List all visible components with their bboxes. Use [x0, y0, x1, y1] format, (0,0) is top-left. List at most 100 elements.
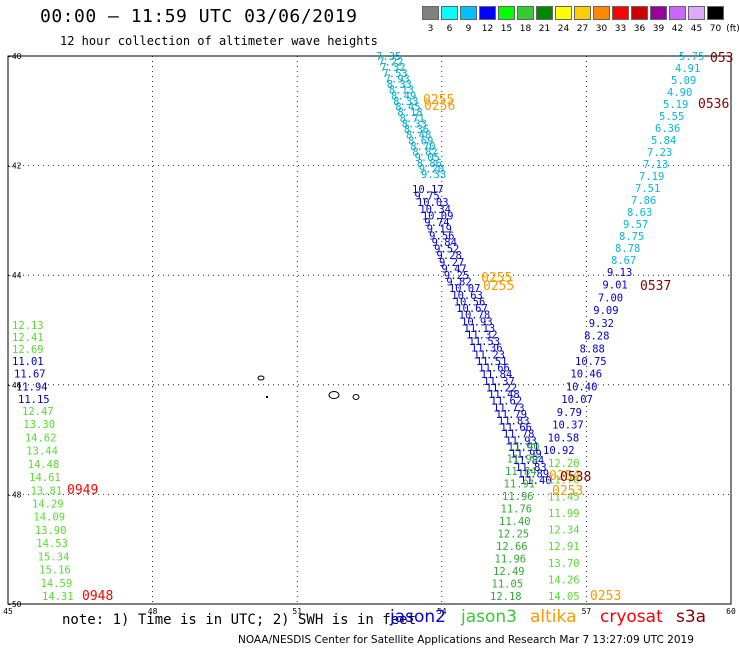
swh-label-jason2: 11.53 [468, 336, 500, 348]
swh-label-jason2: 9.82 [446, 277, 471, 289]
color-tick-label: 6 [446, 24, 453, 34]
swh-label-jason2: 10.92 [543, 445, 575, 457]
color-tick-label: 18 [519, 24, 532, 34]
pass-time-label: 0536 [698, 97, 729, 112]
swh-label-cyan: 5.55 [659, 111, 684, 123]
legend-altika: altika [530, 607, 577, 627]
swh-label-jason3: 13.30 [23, 419, 55, 431]
swh-label-jason2: 11.51 [476, 356, 508, 368]
island-outline [352, 394, 360, 400]
color-swatch [498, 6, 515, 20]
swh-label-jason3: 11.96 [495, 554, 527, 566]
color-tick-label: 3 [427, 24, 434, 34]
pass-time-label: 0949 [67, 483, 98, 498]
x-tick-label: 45 [3, 607, 13, 616]
island-dot [266, 396, 268, 398]
swh-label-jason2: 10.17 [412, 184, 444, 196]
swh-label-jason2: 9.52 [434, 244, 459, 256]
swh-label-jason3: 11.76 [501, 504, 533, 516]
swh-label-cyan: 9.20 [419, 163, 444, 175]
color-swatch [612, 6, 629, 20]
swh-label-jason2: 10.93 [461, 316, 493, 328]
pass-time-label: 053 [710, 51, 733, 66]
swh-label-cyan: 7.51 [635, 183, 660, 195]
color-swatch [422, 6, 439, 20]
swh-label-jason2: 8.88 [580, 343, 605, 355]
swh-label-jason2: 9.09 [593, 305, 618, 317]
y-tick-label: -42 [7, 162, 22, 171]
swh-label-cyan: 8.63 [627, 207, 652, 219]
pass-time-label: 0255 [483, 279, 514, 294]
swh-label-jason2: 11.66 [478, 363, 510, 375]
pass-time-label: 0253 [590, 589, 621, 604]
swh-label-jason2: 10.78 [459, 310, 491, 322]
color-tick-label: 15 [500, 24, 513, 34]
swh-label-jason2: 10.03 [417, 197, 449, 209]
swh-label-jason2: 11.36 [471, 343, 503, 355]
swh-label-jason2: 9.25 [444, 270, 469, 282]
note-text: note: 1) Time is in UTC; 2) SWH is in fe… [62, 612, 417, 628]
color-swatch [593, 6, 610, 20]
swh-label-cyan: 8.49 [391, 90, 416, 102]
swh-label-jason2: 9.75 [414, 191, 439, 203]
swh-label-jason3: 12.91 [548, 541, 580, 553]
swh-label-cyan: 7.23 [647, 147, 672, 159]
swh-label-cyan: 9.05 [415, 152, 440, 164]
swh-label-cyan: 8.45 [395, 102, 420, 114]
swh-label-jason3: 11.91 [504, 479, 536, 491]
swh-label-jason2: 11.15 [18, 394, 50, 406]
island-outline [328, 391, 340, 399]
swh-label-jason2: 11.83 [515, 462, 547, 474]
swh-label-cyan: 8.78 [615, 243, 640, 255]
color-swatch [536, 6, 553, 20]
color-tick-label: 33 [614, 24, 627, 34]
swh-label-jason2: 9.84 [432, 237, 457, 249]
swh-label-cyan: 6.36 [655, 123, 680, 135]
x-tick-label: 51 [292, 607, 302, 616]
swh-label-jason2: 11.79 [495, 409, 527, 421]
swh-label-jason3: 11.84 [505, 466, 537, 478]
swh-label-cyan: 7.19 [639, 171, 664, 183]
x-tick-label: 57 [582, 607, 592, 616]
swh-label-jason3: 14.62 [25, 432, 57, 444]
color-swatch [688, 6, 705, 20]
swh-label-jason2: 11.93 [505, 435, 537, 447]
swh-label-jason3: 14.26 [548, 574, 580, 586]
swh-label-cyan: 4.90 [667, 87, 692, 99]
pass-time-label: 0253 [552, 484, 583, 499]
swh-label-jason3: 13.81 [31, 485, 63, 497]
x-tick-label: 60 [726, 607, 736, 616]
color-swatch [460, 6, 477, 20]
color-swatch [650, 6, 667, 20]
pass-time-label: 0256 [424, 99, 455, 114]
swh-label-jason2: 11.73 [493, 402, 525, 414]
swh-label-jason3: 14.53 [36, 538, 68, 550]
swh-label-jason2: 11.83 [498, 415, 530, 427]
pass-time-label: 0538 [560, 470, 591, 485]
swh-label-jason3: 11.96 [502, 491, 534, 503]
swh-label-jason3: 11.05 [492, 579, 524, 591]
swh-label-jason2: 7.00 [598, 292, 623, 304]
swh-label-cyan: 4.91 [675, 63, 700, 75]
swh-label-cyan: 8.48 [406, 130, 431, 142]
x-tick-label: 48 [148, 607, 158, 616]
color-swatch [479, 6, 496, 20]
swh-label-jason2: 9.47 [441, 263, 466, 275]
y-tick-label: -44 [7, 271, 22, 280]
swh-label-jason2: 11.84 [513, 455, 545, 467]
swh-label-cyan: 7.93 [385, 73, 410, 85]
color-tick-label: 27 [576, 24, 589, 34]
pass-time-label: 0255 [481, 271, 512, 286]
swh-label-jason2: 10.34 [419, 204, 451, 216]
pass-time-label: 0948 [82, 589, 113, 604]
swh-label-jason3: 12.25 [498, 529, 530, 541]
color-tick-label: 30 [595, 24, 608, 34]
y-tick-label: -48 [7, 490, 22, 499]
swh-label-cyan: 8.67 [611, 255, 636, 267]
swh-label-jason2: 9.28 [437, 250, 462, 262]
swh-label-jason2: 11.67 [14, 369, 46, 381]
swh-label-jason2: 10.46 [570, 369, 602, 381]
swh-label-jason3: 15.34 [38, 551, 70, 563]
pass-time-label: 0254 [549, 469, 580, 484]
